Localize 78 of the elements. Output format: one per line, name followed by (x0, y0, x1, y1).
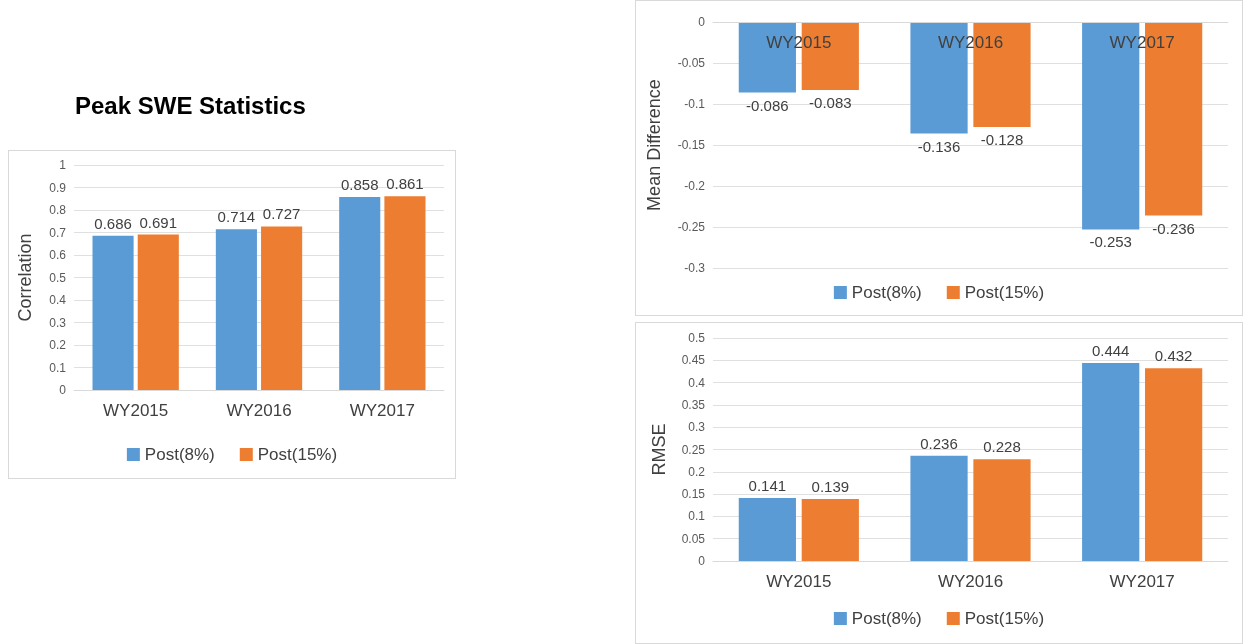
bar (339, 196, 381, 390)
y-tick-label: 0.4 (688, 375, 706, 390)
data-label: 0.714 (217, 208, 256, 226)
data-label: -0.253 (1089, 233, 1132, 251)
data-label: 0.686 (94, 214, 132, 232)
x-tick-label: WY2017 (1109, 572, 1175, 591)
legend-label: Post(15%) (257, 445, 338, 464)
y-tick-label: 0.6 (49, 248, 67, 262)
bar (801, 499, 859, 561)
y-tick-label: 0.2 (49, 338, 67, 352)
x-tick-label: WY2017 (1109, 33, 1175, 52)
x-tick-label: WY2017 (349, 401, 415, 420)
legend-label: Post(15%) (964, 609, 1045, 628)
y-tick-label: 0.05 (681, 531, 706, 546)
data-label: 0.861 (386, 175, 424, 193)
y-tick-label: 0.5 (49, 270, 67, 285)
y-tick-label: 0.4 (49, 293, 67, 307)
y-axis-title: Mean Difference (644, 79, 664, 211)
bar (973, 459, 1031, 561)
y-axis-title: Correlation (15, 233, 35, 322)
y-tick-label: 0.8 (49, 203, 67, 217)
x-tick-label: WY2016 (226, 401, 292, 420)
legend-label: Post(15%) (964, 283, 1045, 302)
y-tick-label: 0 (698, 15, 706, 29)
legend-label: Post(8%) (851, 283, 922, 302)
x-tick-label: WY2016 (937, 572, 1004, 591)
x-tick-label: WY2015 (103, 401, 169, 420)
y-tick-label: 0.45 (681, 353, 706, 368)
y-tick-label: -0.3 (684, 261, 706, 275)
y-tick-label: 0.5 (688, 331, 706, 345)
data-label: 0.444 (1091, 341, 1130, 359)
y-tick-label: 0.3 (49, 315, 67, 330)
y-tick-label: 0 (59, 383, 67, 397)
legend-label: Post(8%) (851, 609, 922, 628)
bar (1145, 368, 1203, 561)
chart-title: Peak SWE Statistics (75, 91, 306, 119)
bar (738, 498, 796, 561)
y-tick-label: -0.15 (677, 138, 706, 152)
bar (261, 226, 303, 390)
bar (384, 196, 426, 390)
y-tick-label: -0.25 (677, 220, 706, 234)
y-tick-label: 1 (59, 158, 67, 172)
y-tick-label: 0.1 (688, 509, 706, 524)
data-label: -0.086 (746, 96, 789, 114)
data-label: -0.128 (980, 130, 1024, 148)
y-tick-label: 0.35 (681, 397, 706, 412)
y-tick-label: 0.9 (49, 180, 67, 195)
data-label: -0.083 (809, 94, 852, 112)
bar (1082, 362, 1140, 561)
x-tick-label: WY2015 (766, 572, 832, 591)
data-label: 0.228 (983, 438, 1021, 456)
y-tick-label: 0.1 (49, 360, 67, 375)
y-tick-label: -0.05 (677, 56, 706, 70)
y-tick-label: 0.7 (49, 225, 67, 240)
data-label: 0.141 (748, 477, 787, 495)
data-label: 0.858 (340, 175, 379, 193)
bar (92, 235, 134, 390)
data-label: 0.691 (139, 213, 178, 231)
y-tick-label: 0.15 (681, 487, 706, 502)
y-tick-label: 0 (698, 554, 706, 568)
bar (910, 455, 968, 561)
y-tick-label: 0.2 (688, 464, 706, 479)
data-label: -0.136 (917, 137, 961, 155)
bar (215, 229, 257, 390)
y-axis-title: RMSE (649, 423, 669, 476)
y-tick-label: 0.25 (681, 442, 706, 457)
data-label: 0.432 (1154, 347, 1193, 365)
data-label: -0.236 (1152, 219, 1195, 237)
data-label: 0.236 (920, 434, 958, 452)
x-tick-label: WY2016 (937, 33, 1004, 52)
data-label: 0.139 (811, 478, 850, 496)
x-tick-label: WY2015 (766, 33, 832, 52)
bar (137, 234, 179, 390)
y-tick-label: -0.1 (684, 97, 706, 111)
y-tick-label: 0.3 (688, 420, 706, 435)
legend-label: Post(8%) (144, 445, 215, 464)
y-tick-label: -0.2 (684, 179, 706, 193)
data-label: 0.727 (262, 205, 301, 223)
